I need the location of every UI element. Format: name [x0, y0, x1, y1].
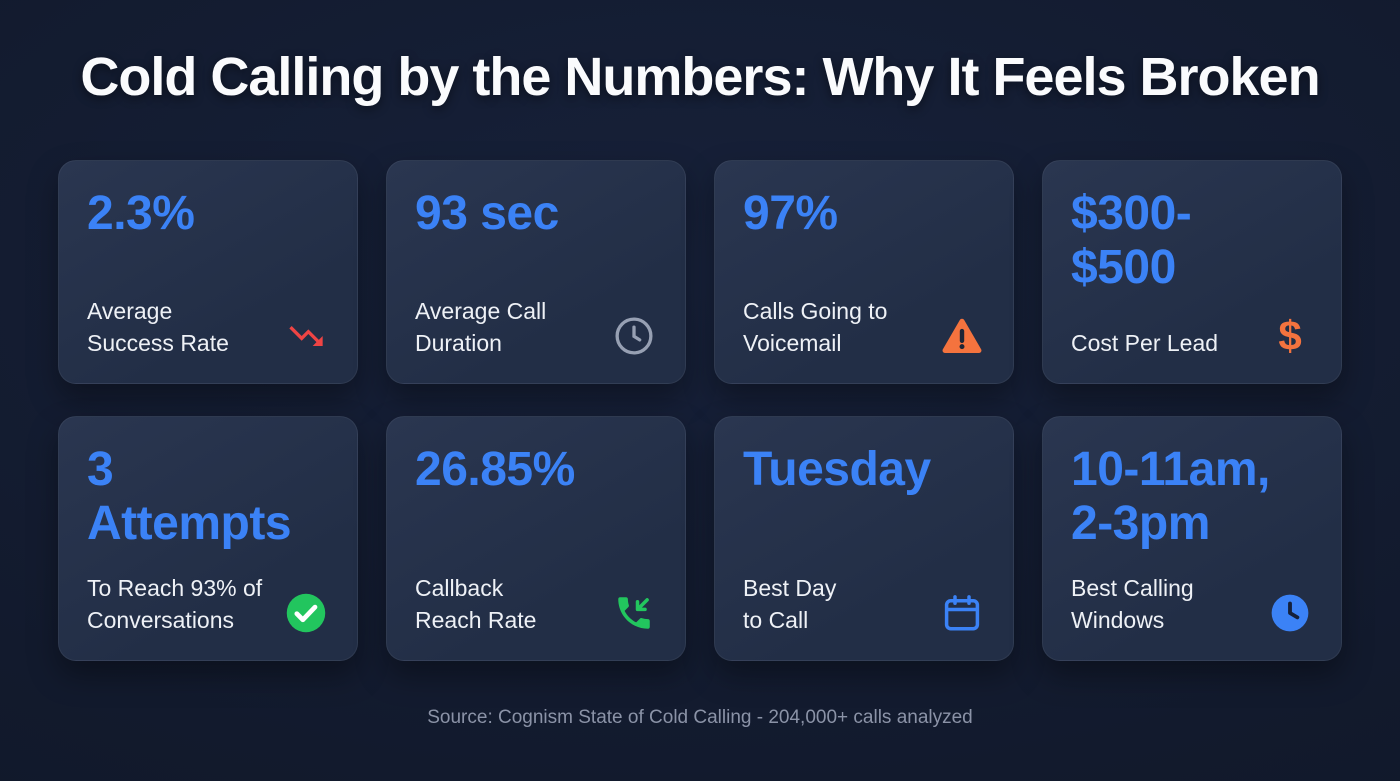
infographic: Cold Calling by the Numbers: Why It Feel… — [58, 47, 1342, 728]
stats-grid: 2.3% Average Success Rate 93 sec Average… — [58, 160, 1342, 661]
stat-value: 93 sec — [415, 187, 559, 240]
dollar-icon: $ — [1278, 312, 1302, 359]
phone-callback-icon — [611, 590, 657, 636]
stat-card-attempts: 3 Attempts To Reach 93% of Conversations — [58, 416, 358, 661]
stat-label: Calls Going to Voicemail — [743, 297, 888, 356]
stat-label: Callback Reach Rate — [415, 574, 537, 633]
clock-filled-icon — [1267, 590, 1313, 636]
stat-card-callback-rate: 26.85% Callback Reach Rate — [386, 416, 686, 661]
clock-outline-icon — [611, 313, 657, 359]
stat-label: Best Day to Call — [743, 574, 837, 633]
stat-label: To Reach 93% of Conversations — [87, 574, 263, 633]
stat-card-voicemail: 97% Calls Going to Voicemail — [714, 160, 1014, 384]
stat-label: Best Calling Windows — [1071, 574, 1194, 633]
stat-value: 3 Attempts — [87, 443, 292, 550]
stat-value: 10-11am, 2-3pm — [1071, 443, 1270, 550]
stat-label: Average Call Duration — [415, 297, 547, 356]
stat-value: $300- $500 — [1071, 187, 1192, 294]
stat-value: 97% — [743, 187, 838, 240]
stat-card-cost-per-lead: $300- $500 Cost Per Lead $ — [1042, 160, 1342, 384]
warning-triangle-icon — [939, 313, 985, 359]
page-title: Cold Calling by the Numbers: Why It Feel… — [80, 47, 1320, 107]
trend-down-icon — [283, 313, 329, 359]
stat-label: Average Success Rate — [87, 297, 229, 356]
calendar-icon — [939, 590, 985, 636]
stat-value: 2.3% — [87, 187, 195, 240]
source-attribution: Source: Cognism State of Cold Calling - … — [427, 707, 973, 728]
stat-card-call-duration: 93 sec Average Call Duration — [386, 160, 686, 384]
stat-card-success-rate: 2.3% Average Success Rate — [58, 160, 358, 384]
stat-card-best-windows: 10-11am, 2-3pm Best Calling Windows — [1042, 416, 1342, 661]
stat-label: Cost Per Lead — [1071, 329, 1219, 356]
check-circle-icon — [283, 590, 329, 636]
stat-card-best-day: Tuesday Best Day to Call — [714, 416, 1014, 661]
stat-value: 26.85% — [415, 443, 575, 496]
stat-value: Tuesday — [743, 443, 931, 496]
